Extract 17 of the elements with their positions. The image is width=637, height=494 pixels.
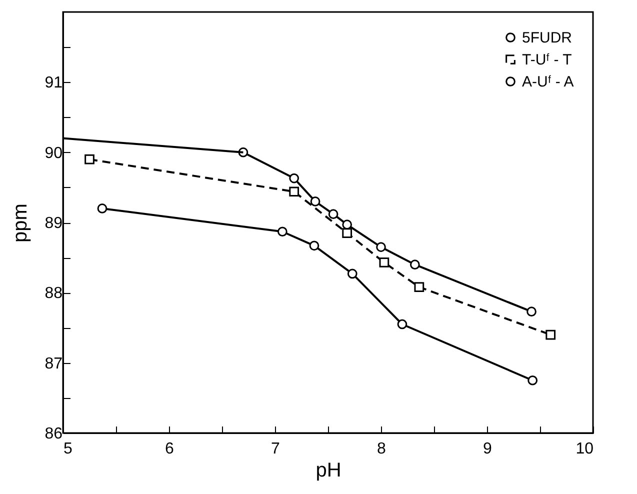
legend-label: T-Uᶠ - T xyxy=(522,52,572,68)
x-tick-label: 5 xyxy=(64,440,72,458)
x-tick-label: 7 xyxy=(271,440,280,458)
x-tick-label: 9 xyxy=(483,440,492,458)
y-tick-label: 89 xyxy=(44,215,63,232)
x-tick-label: 10 xyxy=(576,440,594,458)
legend-label: A-Uᶠ - A xyxy=(522,74,574,90)
legend-label: 5FUDR xyxy=(522,30,572,46)
x-axis-title: pH xyxy=(316,460,342,482)
x-tick-label: 6 xyxy=(165,440,174,458)
x-tick-label: 8 xyxy=(377,440,386,458)
y-tick-label: 87 xyxy=(44,355,63,372)
y-tick-label: 91 xyxy=(44,74,63,92)
y-axis-title: ppm xyxy=(10,204,32,242)
y-tick-label: 86 xyxy=(44,426,63,442)
y-tick-label: 88 xyxy=(44,285,63,302)
y-tick-label: 90 xyxy=(44,144,63,162)
